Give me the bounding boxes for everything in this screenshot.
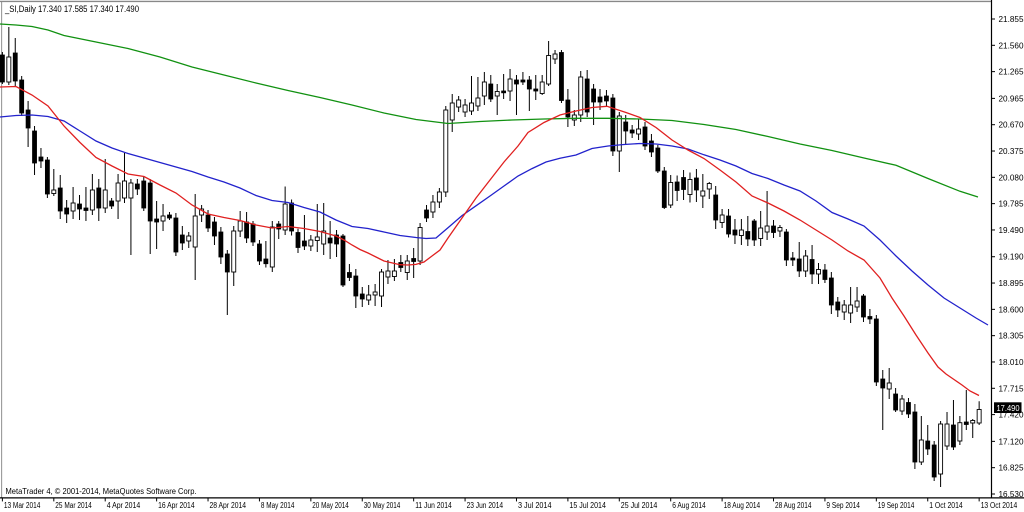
svg-text:1 Oct 2014: 1 Oct 2014: [929, 501, 963, 510]
svg-text:_SI,Daily 17.340 17.585 17.34: _SI,Daily 17.340 17.585 17.340 17.490: [4, 4, 139, 14]
svg-text:13 Mar 2014: 13 Mar 2014: [4, 501, 41, 510]
svg-text:11 Jun 2014: 11 Jun 2014: [415, 501, 452, 510]
svg-text:13 Oct 2014: 13 Oct 2014: [981, 501, 1018, 510]
svg-text:20.375: 20.375: [999, 147, 1024, 156]
svg-text:8 May 2014: 8 May 2014: [261, 501, 295, 510]
svg-text:18.305: 18.305: [999, 332, 1024, 341]
svg-text:19 Sep 2014: 19 Sep 2014: [878, 501, 915, 510]
svg-text:25 Mar 2014: 25 Mar 2014: [55, 501, 92, 510]
svg-text:9 Sep 2014: 9 Sep 2014: [826, 501, 860, 510]
svg-text:17.120: 17.120: [999, 437, 1024, 446]
svg-text:21.265: 21.265: [999, 68, 1024, 77]
svg-text:18 Aug 2014: 18 Aug 2014: [724, 501, 761, 510]
svg-text:19.490: 19.490: [999, 226, 1024, 235]
svg-text:16.825: 16.825: [999, 464, 1024, 473]
svg-text:21.560: 21.560: [999, 41, 1024, 50]
svg-text:16.530: 16.530: [999, 490, 1024, 499]
svg-text:17.490: 17.490: [997, 404, 1021, 413]
svg-text:15 Jul 2014: 15 Jul 2014: [569, 501, 606, 510]
svg-text:16 Apr 2014: 16 Apr 2014: [158, 501, 195, 510]
svg-text:20.080: 20.080: [999, 173, 1024, 182]
svg-text:25 Jul 2014: 25 Jul 2014: [621, 501, 658, 510]
svg-text:18.010: 18.010: [999, 358, 1024, 367]
svg-text:20.670: 20.670: [999, 121, 1024, 130]
svg-text:3 Jul 2014: 3 Jul 2014: [518, 501, 552, 510]
svg-text:28 Apr 2014: 28 Apr 2014: [210, 501, 247, 510]
svg-text:19.190: 19.190: [999, 253, 1024, 262]
svg-text:30 May 2014: 30 May 2014: [364, 501, 401, 510]
svg-text:18.895: 18.895: [999, 279, 1024, 288]
svg-text:21.855: 21.855: [999, 15, 1024, 24]
svg-text:4 Apr 2014: 4 Apr 2014: [107, 501, 141, 510]
svg-text:19.785: 19.785: [999, 200, 1024, 209]
svg-text:20.965: 20.965: [999, 94, 1024, 103]
svg-text:20 May 2014: 20 May 2014: [312, 501, 349, 510]
svg-text:MetaTrader 4, © 2001-2014, Met: MetaTrader 4, © 2001-2014, MetaQuotes So…: [6, 486, 197, 496]
svg-text:6 Aug 2014: 6 Aug 2014: [672, 501, 706, 510]
svg-text:23 Jun 2014: 23 Jun 2014: [467, 501, 504, 510]
svg-text:28 Aug 2014: 28 Aug 2014: [775, 501, 812, 510]
svg-text:17.420: 17.420: [999, 411, 1024, 420]
svg-text:18.600: 18.600: [999, 305, 1024, 314]
svg-text:17.715: 17.715: [999, 384, 1024, 393]
